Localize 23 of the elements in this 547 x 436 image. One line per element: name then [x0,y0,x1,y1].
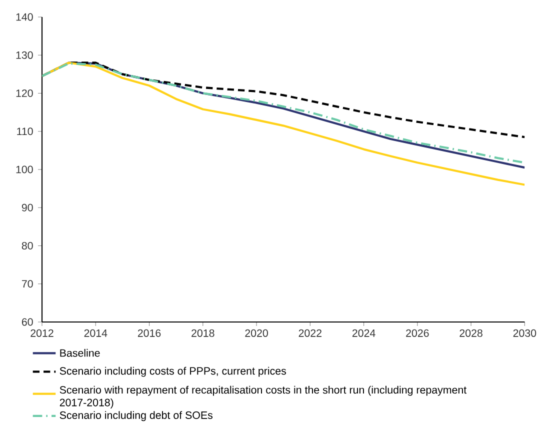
legend-label: Scenario including costs of PPPs, current prices [60,366,286,377]
y-tick-label: 80 [22,242,33,250]
y-tick-label: 70 [22,280,33,288]
legend-label: Baseline [60,348,100,357]
x-tick-label: 2026 [406,329,429,337]
x-tick-label: 2020 [245,329,268,337]
y-tick-label: 120 [16,89,33,98]
legend-label: Scenario including debt of SOEs [60,411,213,422]
x-tick-label: 2030 [513,329,536,337]
x-tick-label: 2022 [298,329,322,337]
y-tick-label: 90 [22,204,33,212]
x-tick-label: 2028 [460,329,482,337]
x-tick-label: 2016 [138,329,161,337]
y-tick-label: 100 [16,166,33,174]
x-tick-label: 2024 [352,329,376,337]
x-tick-label: 2014 [84,329,108,337]
legend-label: Scenario with repayment of recapitalisation costs in the short run (including repayment 2017-2018) [60,386,467,408]
y-tick-label: 130 [16,51,33,59]
y-tick-label: 110 [17,128,33,136]
y-tick-label: 60 [22,318,33,326]
x-tick-label: 2018 [192,329,214,337]
x-tick-label: 2012 [30,329,54,337]
y-tick-label: 140 [16,13,33,21]
